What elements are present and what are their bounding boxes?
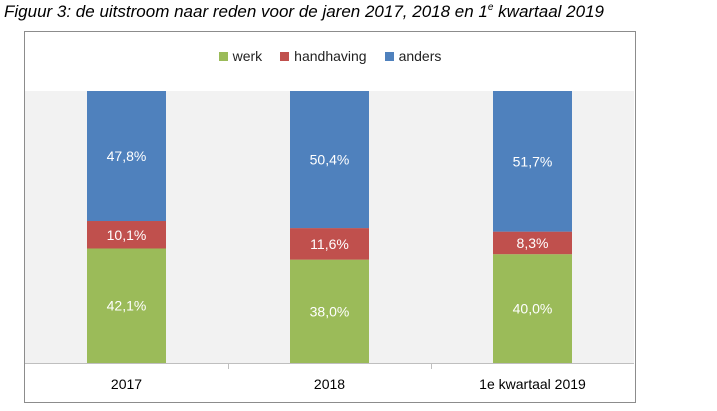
bar-segment-handhaving bbox=[493, 231, 572, 255]
chart-legend: werk handhaving anders bbox=[25, 48, 635, 64]
data-label-werk: 40,0% bbox=[513, 301, 553, 317]
legend-item-handhaving: handhaving bbox=[280, 48, 367, 64]
figure-caption: Figuur 3: de uitstroom naar reden voor d… bbox=[4, 2, 604, 22]
caption-tail: kwartaal 2019 bbox=[493, 2, 605, 21]
data-label-anders: 47,8% bbox=[107, 148, 147, 164]
bar-segment-handhaving bbox=[87, 221, 166, 249]
bar-segment-anders bbox=[290, 91, 369, 229]
bar-segment-werk bbox=[290, 259, 369, 363]
legend-label-werk: werk bbox=[232, 48, 263, 64]
data-label-werk: 38,0% bbox=[310, 303, 350, 319]
bar-segment-werk bbox=[87, 248, 166, 363]
bar-segment-anders bbox=[87, 91, 166, 222]
data-label-anders: 50,4% bbox=[310, 152, 350, 168]
x-tick-label: 2018 bbox=[314, 376, 345, 392]
stacked-bar-chart: 42,1% 10,1% 47,8% 38,0% 11,6% 50,4% 40,0% 8,3% 5… bbox=[25, 91, 634, 392]
bar-segment-handhaving bbox=[290, 228, 369, 260]
bar-segment-werk bbox=[493, 254, 572, 363]
legend-label-handhaving: handhaving bbox=[294, 48, 367, 64]
legend-swatch-werk bbox=[218, 51, 228, 61]
legend-item-werk: werk bbox=[218, 48, 263, 64]
data-label-anders: 51,7% bbox=[513, 153, 553, 169]
data-label-handhaving: 10,1% bbox=[107, 227, 147, 243]
chart-frame: werk handhaving anders 42,1% 10,1% 47,8% 38… bbox=[24, 31, 636, 403]
legend-swatch-anders bbox=[384, 51, 394, 61]
legend-swatch-handhaving bbox=[280, 51, 290, 61]
data-label-handhaving: 11,6% bbox=[310, 236, 349, 252]
legend-label-anders: anders bbox=[398, 48, 442, 64]
x-tick-label: 1e kwartaal 2019 bbox=[479, 376, 586, 392]
caption-superscript: e bbox=[487, 2, 494, 13]
data-label-werk: 42,1% bbox=[107, 298, 147, 314]
caption-text: Figuur 3: de uitstroom naar reden voor d… bbox=[4, 2, 488, 21]
bar-segment-anders bbox=[493, 91, 572, 232]
x-tick-label: 2017 bbox=[111, 376, 142, 392]
data-label-handhaving: 8,3% bbox=[517, 235, 549, 251]
legend-item-anders: anders bbox=[384, 48, 442, 64]
